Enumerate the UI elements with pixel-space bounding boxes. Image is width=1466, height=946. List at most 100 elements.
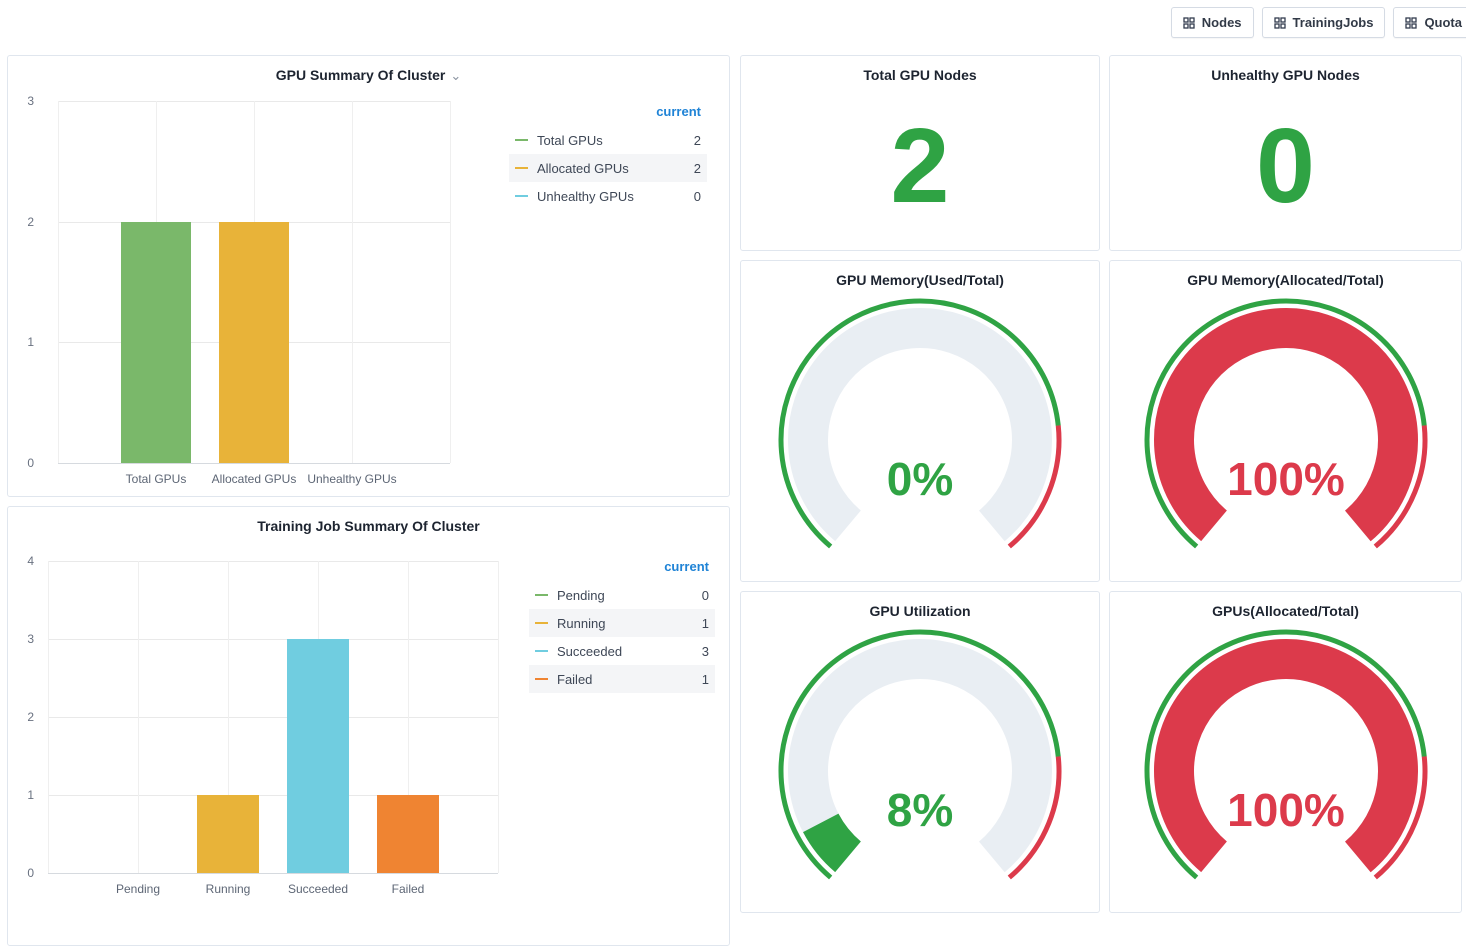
x-tick-label: Total GPUs xyxy=(125,472,187,486)
panel-gpu-memory-used: GPU Memory(Used/Total) 0% xyxy=(740,260,1100,582)
gridline-horizontal xyxy=(58,463,450,464)
bar-succeeded xyxy=(287,639,349,873)
y-tick-label: 1 xyxy=(27,335,34,350)
panel-title-gpu-utilization[interactable]: GPU Utilization xyxy=(741,603,1099,619)
panel-title-gpu-memory-allocated[interactable]: GPU Memory(Allocated/Total) xyxy=(1110,272,1461,288)
plot-area xyxy=(48,561,499,874)
legend-item-label: Failed xyxy=(557,671,593,687)
panel-total-gpu-nodes: Total GPU Nodes 2 xyxy=(740,55,1100,251)
gauge-value-label: 100% xyxy=(1227,784,1345,836)
plot-area xyxy=(58,101,451,464)
gridline-horizontal xyxy=(48,717,498,718)
trainingjobs-button-label: TrainingJobs xyxy=(1292,15,1374,30)
legend-series-dash-icon xyxy=(535,678,548,680)
grid-icon xyxy=(1405,16,1418,29)
legend-item-label: Pending xyxy=(557,587,605,603)
gauge-svg: 0% xyxy=(778,298,1062,555)
panel-title-text: GPU Memory(Allocated/Total) xyxy=(1187,272,1384,288)
bar-failed xyxy=(377,795,439,873)
y-tick-label: 4 xyxy=(27,554,34,568)
legend-item-label: Succeeded xyxy=(557,643,623,659)
quota-button[interactable]: Quota xyxy=(1393,7,1466,38)
panel-title-gpu-memory-used[interactable]: GPU Memory(Used/Total) xyxy=(741,272,1099,288)
unhealthy-gpu-nodes-value: 0 xyxy=(1256,107,1315,225)
panel-title-training-job-summary[interactable]: Training Job Summary Of Cluster xyxy=(8,518,729,534)
legend-series-dash-icon xyxy=(515,139,528,141)
bar-allocated-gpus xyxy=(219,221,289,463)
gauge-value-label: 0% xyxy=(887,453,953,505)
trainingjobs-button[interactable]: TrainingJobs xyxy=(1261,7,1386,38)
x-tick-label: Pending xyxy=(115,882,161,896)
gridline-horizontal xyxy=(48,873,498,874)
panel-gpu-memory-allocated: GPU Memory(Allocated/Total) 100% xyxy=(1109,260,1462,582)
gridline-vertical xyxy=(408,561,409,873)
legend-item-value: 3 xyxy=(701,643,709,659)
gridline-vertical xyxy=(48,561,49,873)
chart-legend: current Total GPUs 2 Allocated GPUs 2 Unhealt… xyxy=(509,102,707,210)
x-tick-label: Running xyxy=(205,882,251,896)
training-summary-bar-chart: current Pending 0 Running 1 Succeeded 3 Failed 1… xyxy=(8,507,729,945)
gridline-horizontal xyxy=(48,561,498,562)
panel-gpu-utilization: GPU Utilization 8% xyxy=(740,591,1100,913)
grid-icon xyxy=(1273,16,1286,29)
y-tick-label: 2 xyxy=(27,214,34,229)
legend-item-unhealthy-gpus[interactable]: Unhealthy GPUs 0 xyxy=(509,182,707,210)
gauge-svg: 8% xyxy=(778,629,1062,886)
legend-item-value: 2 xyxy=(693,160,701,176)
legend-item-succeeded[interactable]: Succeeded 3 xyxy=(529,637,715,665)
y-tick-label: 3 xyxy=(27,632,34,646)
x-tick-label: Unhealthy GPUs xyxy=(307,472,397,486)
panel-unhealthy-gpu-nodes: Unhealthy GPU Nodes 0 xyxy=(1109,55,1462,251)
total-gpu-nodes-value: 2 xyxy=(890,107,950,225)
legend-item-label: Running xyxy=(557,615,606,631)
panel-training-job-summary: Training Job Summary Of Cluster current P… xyxy=(7,506,730,946)
gridline-vertical xyxy=(352,101,353,463)
gpu-summary-bar-chart: current Total GPUs 2 Allocated GPUs 2 Unhealt… xyxy=(8,56,729,496)
panel-title-text: GPU Utilization xyxy=(869,603,971,619)
legend-item-label: Unhealthy GPUs xyxy=(537,188,634,204)
gridline-horizontal xyxy=(48,795,498,796)
y-tick-label: 0 xyxy=(27,456,34,470)
gauge-svg: 100% xyxy=(1144,629,1427,886)
chart-legend: current Pending 0 Running 1 Succeeded 3 Failed 1 xyxy=(529,557,715,693)
legend-item-running[interactable]: Running 1 xyxy=(529,609,715,637)
panel-title-text: Training Job Summary Of Cluster xyxy=(257,518,480,534)
panel-title-text: GPUs(Allocated/Total) xyxy=(1212,603,1359,619)
y-tick-label: 0 xyxy=(27,866,34,880)
nodes-button[interactable]: Nodes xyxy=(1170,7,1254,38)
legend-item-label: Total GPUs xyxy=(537,132,603,148)
panel-title-text: GPU Summary Of Cluster xyxy=(275,67,446,83)
bar-total-gpus xyxy=(121,221,191,463)
legend-header: current xyxy=(656,104,701,119)
legend-series-dash-icon xyxy=(515,195,528,197)
legend-item-total-gpus[interactable]: Total GPUs 2 xyxy=(509,126,707,154)
legend-item-value: 1 xyxy=(701,615,709,631)
panel-title-unhealthy-gpu-nodes[interactable]: Unhealthy GPU Nodes xyxy=(1110,67,1461,83)
x-tick-label: Succeeded xyxy=(287,882,349,896)
y-tick-label: 1 xyxy=(27,788,34,802)
gpu-memory-used-gauge: 0% xyxy=(741,295,1099,555)
panel-title-gpus-allocated[interactable]: GPUs(Allocated/Total) xyxy=(1110,603,1461,619)
panel-title-text: Unhealthy GPU Nodes xyxy=(1211,67,1360,83)
panel-title-gpu-summary[interactable]: GPU Summary Of Cluster ⌄ xyxy=(8,67,729,84)
nodes-button-label: Nodes xyxy=(1201,15,1242,30)
legend-item-value: 0 xyxy=(701,587,709,603)
panel-gpu-summary: GPU Summary Of Cluster ⌄ current Total GPU… xyxy=(7,55,730,497)
bar-running xyxy=(197,795,259,873)
legend-header: current xyxy=(664,559,709,574)
x-tick-label: Allocated GPUs xyxy=(211,472,297,486)
grid-icon xyxy=(1183,16,1195,29)
quota-button-label: Quota xyxy=(1424,15,1462,30)
gpu-memory-allocated-gauge: 100% xyxy=(1110,295,1461,555)
gridline-vertical xyxy=(58,101,59,463)
x-tick-label: Failed xyxy=(391,882,425,896)
legend-item-pending[interactable]: Pending 0 xyxy=(529,581,715,609)
legend-item-value: 0 xyxy=(693,188,701,204)
panel-title-total-gpu-nodes[interactable]: Total GPU Nodes xyxy=(741,67,1099,83)
legend-item-label: Allocated GPUs xyxy=(537,160,629,176)
gpus-allocated-gauge: 100% xyxy=(1110,626,1461,886)
chevron-down-icon[interactable]: ⌄ xyxy=(450,68,462,83)
gauge-svg: 100% xyxy=(1144,298,1427,555)
legend-item-failed[interactable]: Failed 1 xyxy=(529,665,715,693)
legend-item-allocated-gpus[interactable]: Allocated GPUs 2 xyxy=(509,154,707,182)
